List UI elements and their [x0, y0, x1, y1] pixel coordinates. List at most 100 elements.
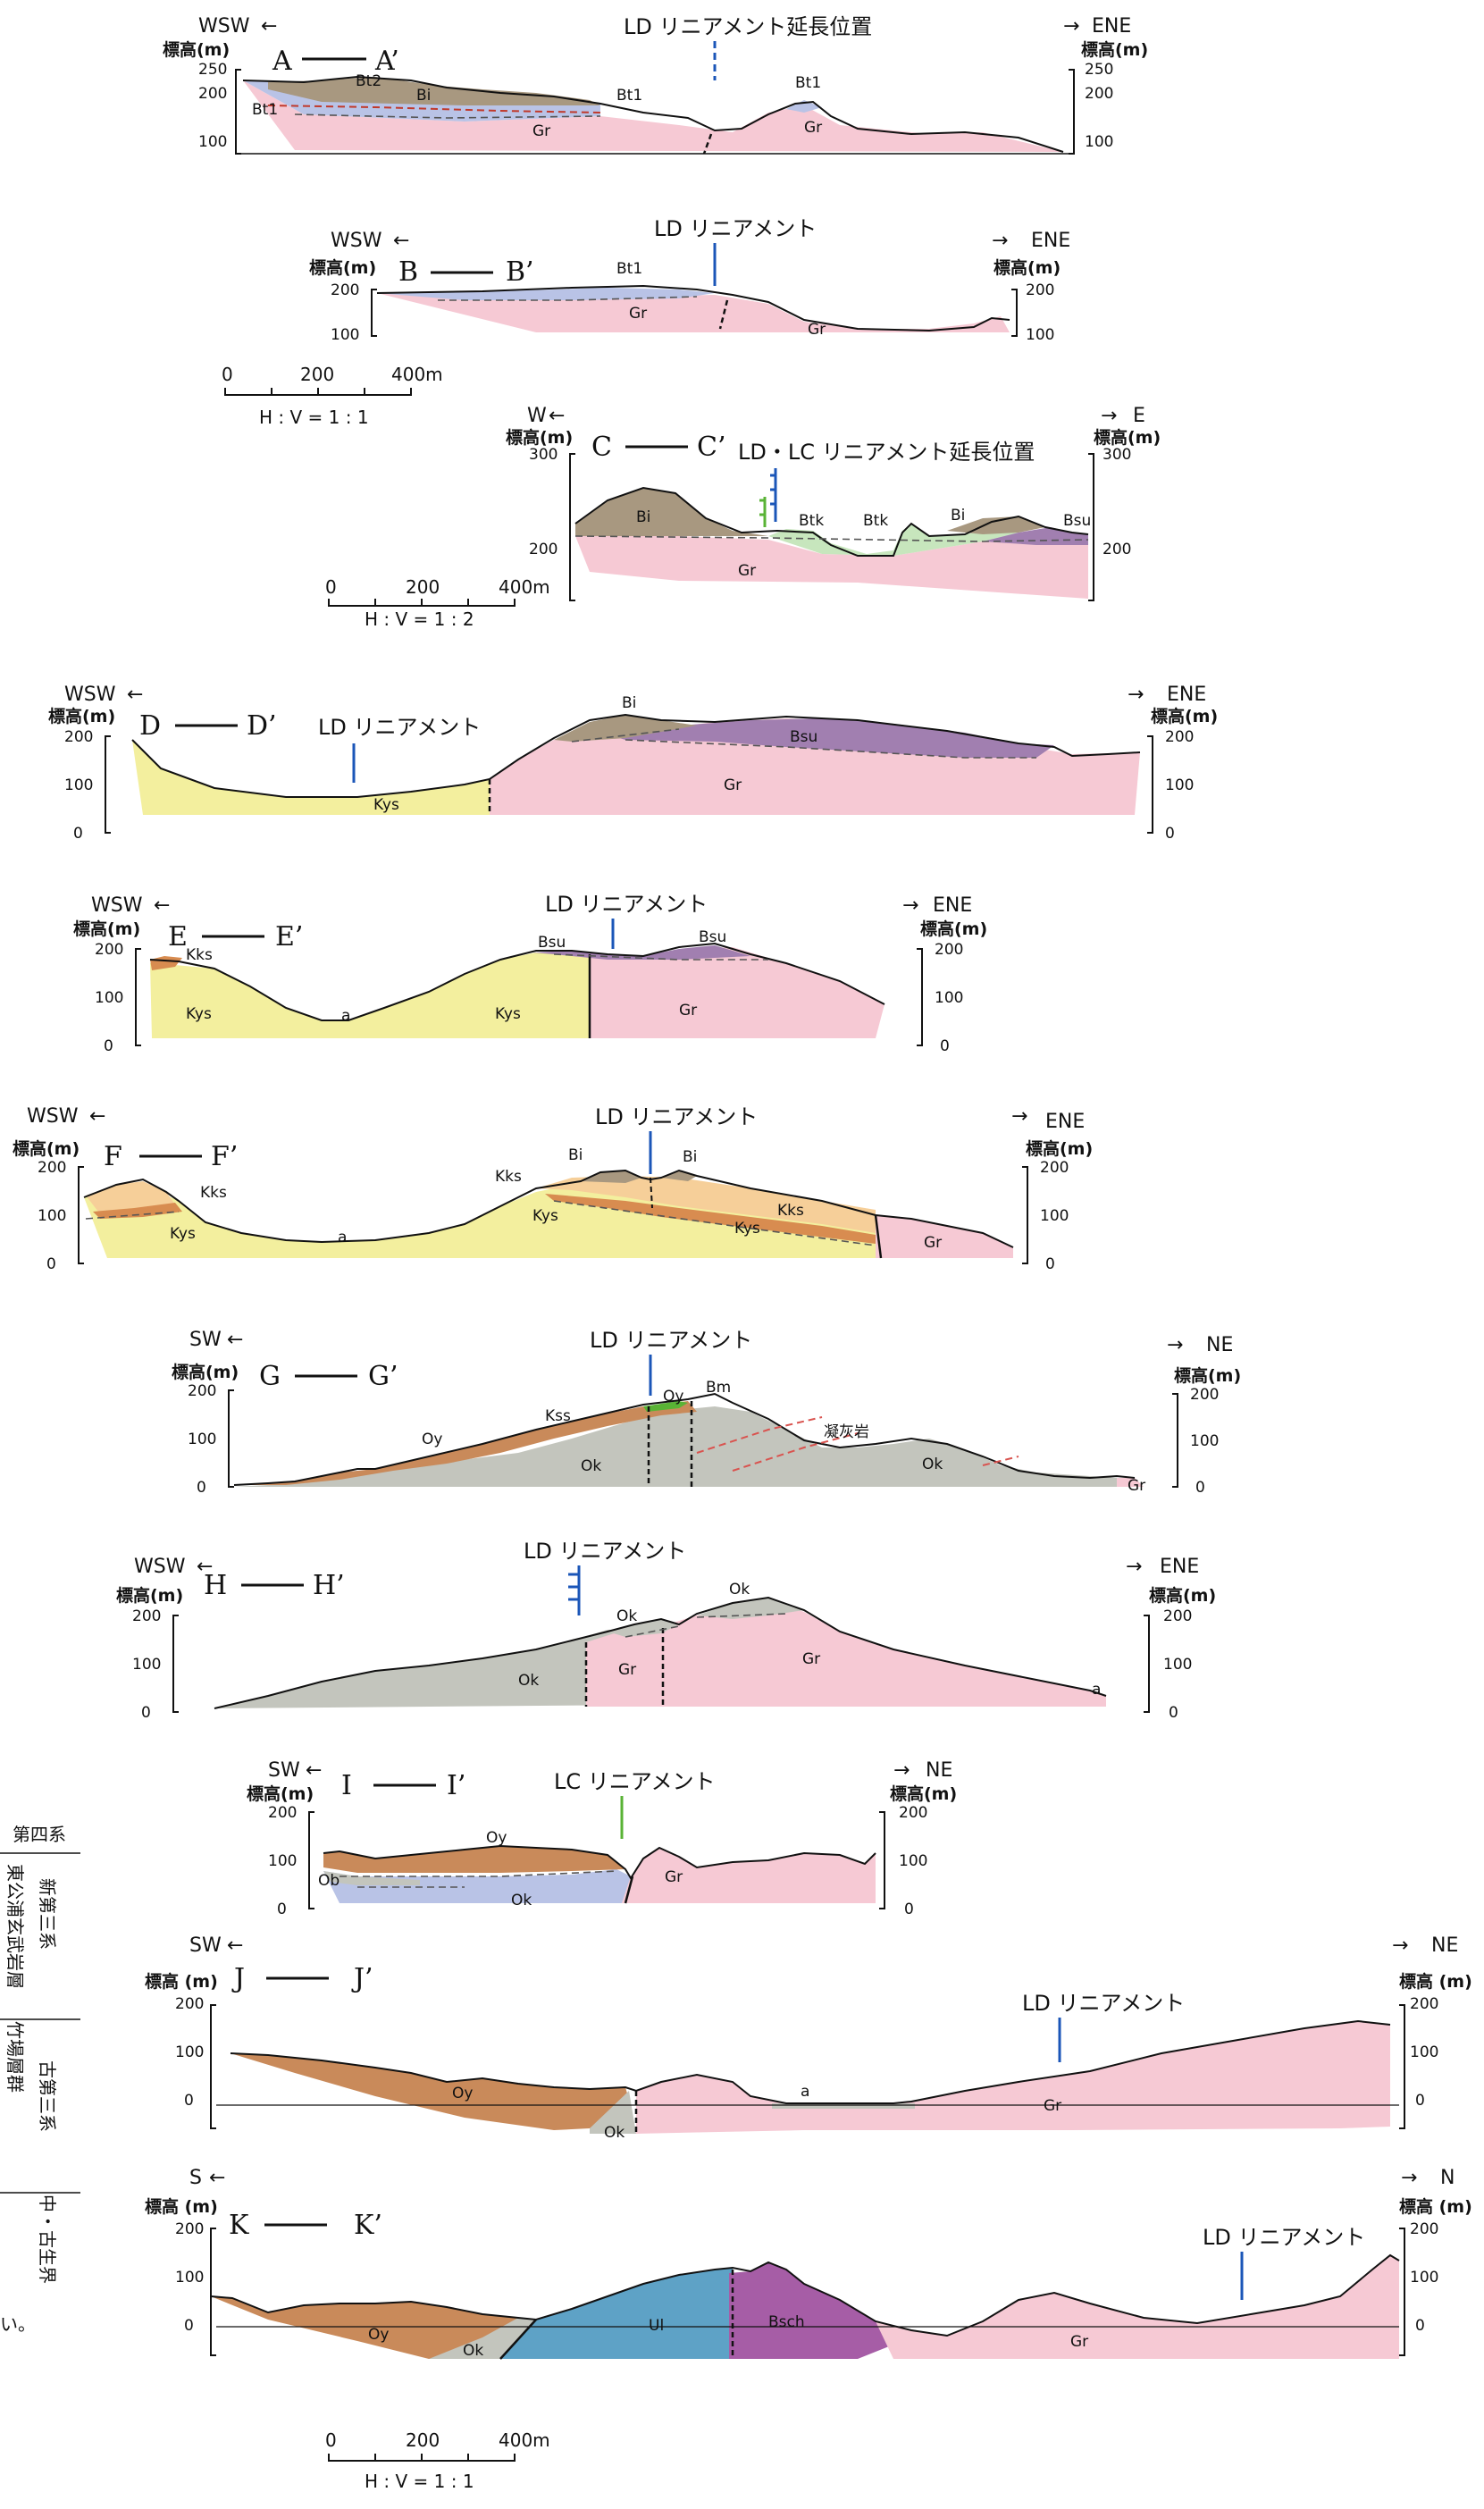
- section-f-contact-2: [85, 1211, 180, 1220]
- section-f-kks-right: [545, 1194, 876, 1244]
- section-j-title-left: J: [231, 1963, 245, 1994]
- section-k-arrow-right: →: [1401, 2167, 1417, 2189]
- section-c-tick-r2: 200: [1103, 541, 1131, 558]
- section-j-label-oy: Oy: [452, 2085, 473, 2102]
- section-k-axis-left: [210, 2228, 216, 2356]
- section-f-label-kys-1: Kys: [170, 1225, 196, 1243]
- section-d-bi: [554, 715, 697, 742]
- section-f-label-gr: Gr: [924, 1234, 942, 1252]
- section-k-label-bsch: Bsch: [768, 2313, 805, 2331]
- section-j-arrow-left: ←: [227, 1934, 243, 1957]
- section-j-oy: [231, 2053, 629, 2130]
- section-k-label-ul: Ul: [649, 2317, 664, 2335]
- section-g-label-oy-2: Oy: [663, 1388, 683, 1406]
- section-a-tick-r3: 100: [1085, 133, 1113, 151]
- section-h: WSW ← → ENE 標高(m) 標高(m) 200 100 0 200 10…: [116, 1539, 1216, 1722]
- section-f-elev-right: 標高(m): [1026, 1138, 1093, 1159]
- section-g-elev-right: 標高(m): [1174, 1365, 1241, 1386]
- section-k-tick-l1: 200: [175, 2220, 204, 2238]
- section-h-tick-r2: 100: [1163, 1656, 1192, 1674]
- section-i-tick-r3: 0: [904, 1901, 914, 1918]
- section-g-tick-r2: 100: [1190, 1432, 1219, 1450]
- section-a-label-bi: Bi: [416, 87, 431, 105]
- section-b-title-right: B’: [506, 256, 534, 288]
- section-b-elev-left: 標高(m): [309, 257, 376, 278]
- section-i-label-oy: Oy: [486, 1829, 507, 1847]
- section-g-tuff-2: [732, 1432, 859, 1472]
- legend-paleogene-upper: 古第三系: [37, 2060, 58, 2132]
- section-h-ok: [214, 1630, 643, 1708]
- section-k-axis-right: [1399, 2228, 1405, 2356]
- section-e-gr: [590, 947, 885, 1038]
- section-g-tick-r1: 200: [1190, 1386, 1219, 1404]
- section-g-dir-right: NE: [1206, 1334, 1233, 1356]
- section-b-dir-left: WSW: [331, 230, 382, 252]
- section-g-tuff-3: [982, 1456, 1019, 1466]
- section-f-tick-r3: 0: [1045, 1255, 1055, 1273]
- section-g-title-left: G: [259, 1361, 281, 1392]
- section-d-tick-l1: 200: [64, 728, 93, 746]
- section-j-tick-r1: 200: [1410, 1995, 1438, 2013]
- section-i-tick-l3: 0: [277, 1901, 287, 1918]
- section-k-dir-left: S: [189, 2167, 202, 2189]
- section-e-dir-right: ENE: [933, 894, 972, 917]
- section-e-tick-r1: 200: [935, 941, 963, 959]
- section-c-lineament-green: [759, 497, 767, 527]
- section-a-dir-right: ENE: [1092, 15, 1131, 38]
- section-c-dir-right: E: [1133, 405, 1145, 427]
- section-a-axis-left: [235, 69, 241, 155]
- section-d-tick-l2: 100: [64, 776, 93, 794]
- section-g-label-bm: Bm: [706, 1379, 731, 1397]
- section-f-kks-left: [93, 1203, 182, 1219]
- section-e: WSW ← → ENE 標高(m) 標高(m) 200 100 0 200 10…: [73, 892, 987, 1055]
- section-g-axis-right: [1172, 1393, 1178, 1488]
- section-e-lineament-label: LD リニアメント: [545, 892, 708, 917]
- section-c-topo: [574, 486, 1089, 557]
- section-a-tick-r1: 250: [1085, 61, 1113, 79]
- section-j-lineament-label: LD リニアメント: [1022, 1991, 1185, 2016]
- section-j-label-gr: Gr: [1044, 2097, 1061, 2115]
- section-e-title-right: E’: [275, 921, 303, 952]
- section-h-label-a: a: [1092, 1681, 1101, 1699]
- legend-strip: 第四系 東公浦玄武岩層 新第三系 竹場層群 古第三系 中・古生界 い。: [0, 1824, 80, 2335]
- section-k-tick-r3: 0: [1415, 2317, 1425, 2335]
- scale-3-tick-400: 400m: [499, 2429, 550, 2451]
- scale-2-bar: [328, 599, 516, 607]
- section-f: WSW ← → ENE 標高(m) 標高(m) 200 100 0 200 10…: [13, 1104, 1093, 1273]
- section-h-tick-l1: 200: [132, 1607, 161, 1625]
- section-j-label-ok: Ok: [604, 2124, 625, 2142]
- section-j-tick-l3: 0: [184, 2092, 194, 2110]
- section-h-label-ok-2: Ok: [616, 1607, 637, 1625]
- section-e-label-a: a: [341, 1007, 350, 1025]
- section-g-oy: [234, 1401, 697, 1485]
- section-b-arrow-left: ←: [393, 230, 409, 252]
- section-j-elev-left: 標高 (m): [145, 1971, 218, 1992]
- section-b-axis-right: [1011, 289, 1018, 337]
- section-h-gr: [586, 1599, 1106, 1707]
- section-c-contact: [574, 535, 1089, 542]
- section-f-elev-left: 標高(m): [13, 1138, 80, 1159]
- section-d: WSW ← → ENE 標高(m) 標高(m) 200 100 0 200 10…: [48, 684, 1218, 843]
- section-i-axis-right: [879, 1811, 885, 1909]
- section-f-label-kks-1: Kks: [200, 1184, 227, 1202]
- section-e-tick-l1: 200: [95, 941, 123, 959]
- section-i-ok: [323, 1869, 631, 1903]
- section-c-label-bsu: Bsu: [1063, 512, 1091, 530]
- section-f-label-kks-2: Kks: [495, 1168, 522, 1186]
- section-a-tick-l3: 100: [198, 133, 227, 151]
- section-k-arrow-left: ←: [209, 2167, 225, 2189]
- section-j-topo: [230, 2019, 1391, 2104]
- section-a-contact-2: [294, 113, 601, 119]
- section-b-tick-l2: 100: [331, 326, 359, 344]
- section-k-title-right: K’: [354, 2210, 382, 2241]
- legend-note: い。: [0, 2313, 36, 2335]
- section-i-oy: [323, 1846, 625, 1873]
- section-b-dir-right: ENE: [1031, 230, 1070, 252]
- scale-2-tick-0: 0: [325, 576, 337, 598]
- section-c: W ← → E 標高(m) 標高(m) 300 200 300 200 C C’…: [506, 405, 1161, 601]
- section-d-dir-left: WSW: [64, 684, 116, 706]
- section-d-kys: [132, 740, 490, 815]
- section-i-arrow-left: ←: [306, 1759, 322, 1782]
- section-a-tick-r2: 200: [1085, 85, 1113, 103]
- section-a-lineament-label: LD リニアメント延長位置: [624, 14, 872, 39]
